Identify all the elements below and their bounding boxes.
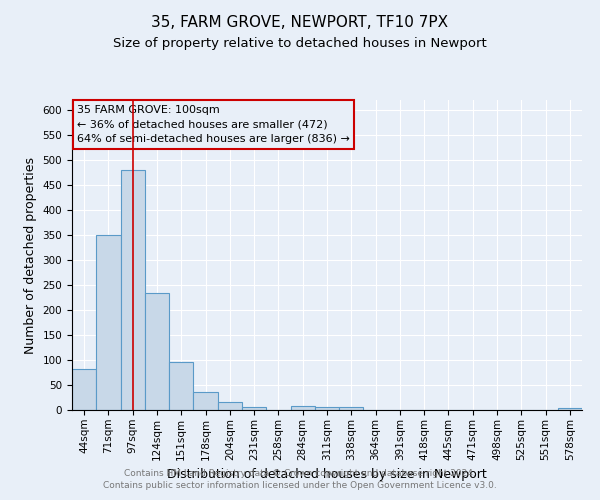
- Text: Contains HM Land Registry data © Crown copyright and database right 2024.
Contai: Contains HM Land Registry data © Crown c…: [103, 468, 497, 490]
- Bar: [121, 170, 145, 410]
- Text: 35, FARM GROVE, NEWPORT, TF10 7PX: 35, FARM GROVE, NEWPORT, TF10 7PX: [151, 15, 449, 30]
- Bar: [315, 406, 339, 410]
- X-axis label: Distribution of detached houses by size in Newport: Distribution of detached houses by size …: [167, 468, 487, 481]
- Bar: [218, 402, 242, 410]
- Bar: [193, 392, 218, 410]
- Bar: [290, 406, 315, 410]
- Bar: [242, 407, 266, 410]
- Bar: [169, 362, 193, 410]
- Bar: [145, 292, 169, 410]
- Text: 35 FARM GROVE: 100sqm
← 36% of detached houses are smaller (472)
64% of semi-det: 35 FARM GROVE: 100sqm ← 36% of detached …: [77, 104, 350, 144]
- Bar: [72, 369, 96, 410]
- Bar: [339, 407, 364, 410]
- Text: Size of property relative to detached houses in Newport: Size of property relative to detached ho…: [113, 38, 487, 51]
- Y-axis label: Number of detached properties: Number of detached properties: [24, 156, 37, 354]
- Bar: [96, 235, 121, 410]
- Bar: [558, 408, 582, 410]
